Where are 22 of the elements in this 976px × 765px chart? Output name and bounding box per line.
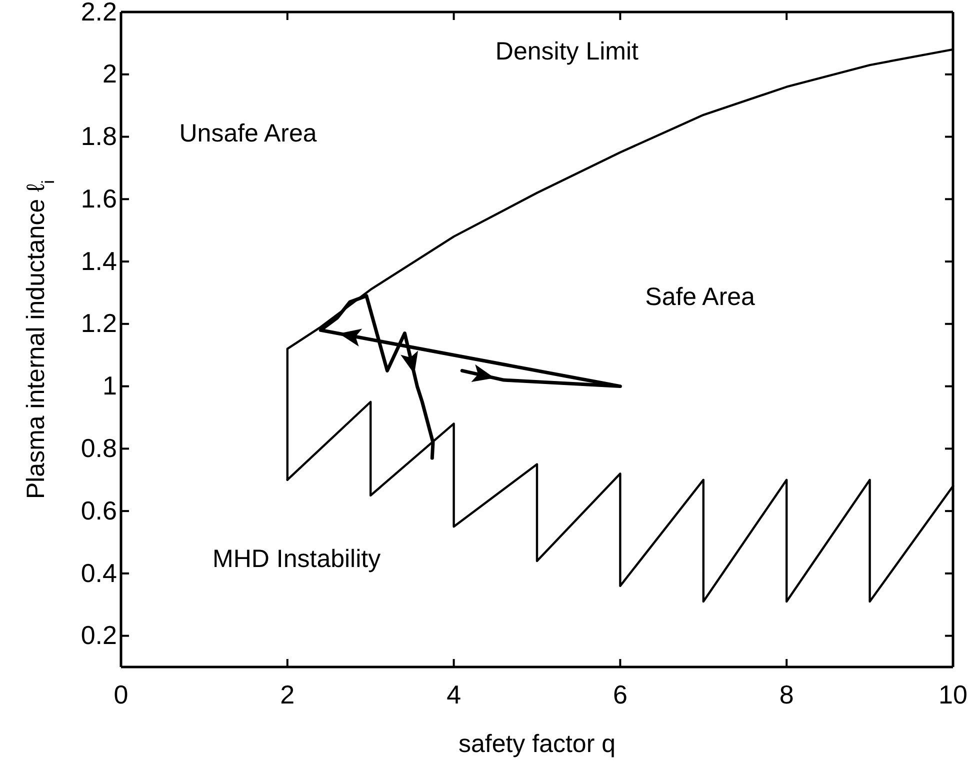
annotation: MHD Instability bbox=[212, 545, 382, 574]
x-tick-label: 2 bbox=[280, 679, 295, 710]
x-tick-label: 0 bbox=[114, 679, 128, 710]
x-tick-label: 4 bbox=[446, 679, 462, 710]
annotation: Unsafe Area bbox=[179, 119, 317, 148]
y-tick-label: 0.4 bbox=[80, 558, 117, 588]
y-tick-label: 0.8 bbox=[80, 432, 117, 463]
annotation: Density Limit bbox=[495, 37, 639, 66]
x-tick-label: 10 bbox=[938, 679, 968, 710]
y-tick-label: 2.2 bbox=[80, 0, 117, 26]
y-tick-label: 2 bbox=[102, 58, 117, 89]
y-tick-label: 0.6 bbox=[80, 495, 117, 526]
y-tick-label: 0.2 bbox=[80, 620, 117, 650]
y-tick-label: 1.8 bbox=[80, 121, 117, 152]
y-tick-label: 1.2 bbox=[80, 308, 117, 338]
y-tick-label: 1 bbox=[102, 370, 117, 401]
x-tick-label: 8 bbox=[779, 679, 794, 710]
y-tick-label: 1.4 bbox=[80, 246, 117, 276]
y-tick-label: 1.6 bbox=[80, 183, 117, 214]
x-axis-title: safety factor q bbox=[458, 730, 616, 758]
x-tick-label: 6 bbox=[612, 679, 628, 710]
annotation: Safe Area bbox=[645, 283, 756, 312]
